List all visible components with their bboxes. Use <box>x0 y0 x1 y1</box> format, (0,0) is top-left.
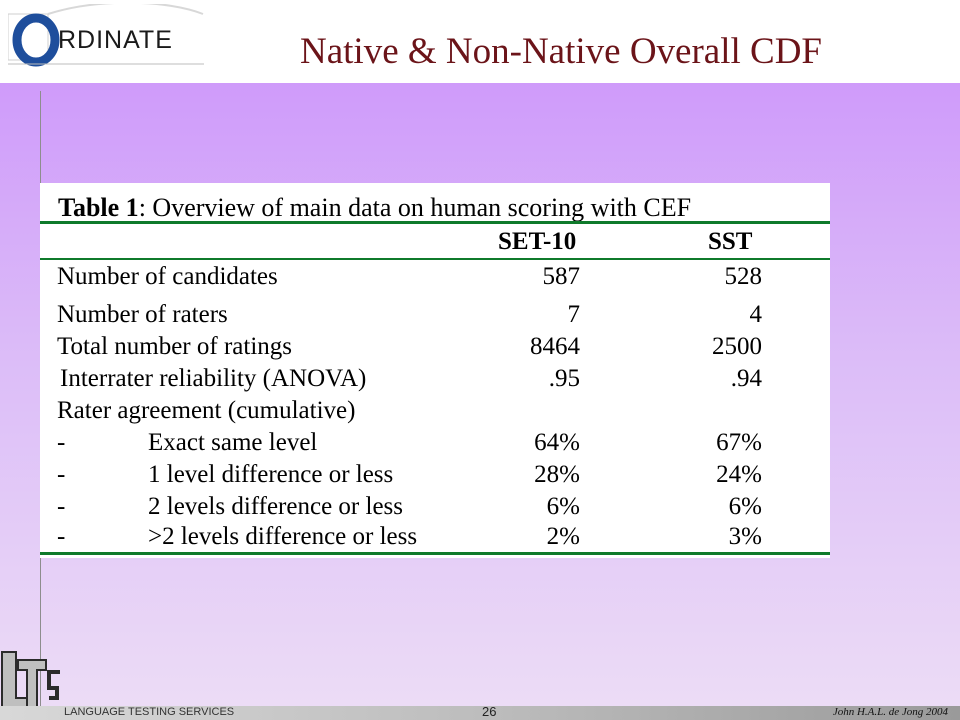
row-label: Number of candidates <box>57 263 278 290</box>
table-row: - Exact same level 64% 67% <box>40 429 830 461</box>
row-value-sst: 2500 <box>712 333 762 360</box>
row-label: Rater agreement (cumulative) <box>57 397 356 424</box>
row-dash: - <box>57 493 66 520</box>
row-label: >2 levels difference or less <box>148 523 418 550</box>
table-caption: Table 1: Overview of main data on human … <box>58 193 691 223</box>
lts-logo <box>0 650 64 712</box>
table-row: - >2 levels difference or less 2% 3% <box>40 523 830 555</box>
row-value-set10: 6% <box>546 493 580 520</box>
table-row: Interrater reliability (ANOVA) .95 .94 <box>40 365 830 397</box>
row-value-set10: .95 <box>548 365 580 392</box>
row-value-set10: 64% <box>534 429 580 456</box>
table-row: Number of candidates 587 528 <box>40 263 830 295</box>
column-header-sst: SST <box>708 228 753 255</box>
page-number: 26 <box>482 704 497 719</box>
logo-text: RDINATE <box>58 26 173 54</box>
row-dash: - <box>57 523 66 550</box>
row-value-set10: 7 <box>567 301 581 328</box>
row-label: 1 level difference or less <box>148 461 394 488</box>
row-label: Exact same level <box>148 429 318 456</box>
table-row: - 1 level difference or less 28% 24% <box>40 461 830 493</box>
row-label: 2 levels difference or less <box>148 493 403 520</box>
row-value-sst: 4 <box>749 301 763 328</box>
row-value-sst: 528 <box>724 263 763 290</box>
row-value-set10: 8464 <box>530 333 580 360</box>
row-label: Total number of ratings <box>57 333 292 360</box>
table-caption-rest: : Overview of main data on human scoring… <box>138 193 692 222</box>
table-row: Rater agreement (cumulative) <box>40 397 830 429</box>
row-value-set10: 587 <box>542 263 581 290</box>
table-caption-bold: Table 1 <box>58 193 139 222</box>
row-value-sst: 6% <box>728 493 762 520</box>
page-title: Native & Non-Native Overall CDF <box>300 31 822 72</box>
data-table: Table 1: Overview of main data on human … <box>40 183 830 558</box>
row-value-set10: 2% <box>546 523 580 550</box>
column-header-set10: SET-10 <box>498 228 577 255</box>
row-dash: - <box>57 461 66 488</box>
table-row: - 2 levels difference or less 6% 6% <box>40 493 830 525</box>
lts-logo-icon <box>1 651 60 709</box>
row-value-sst: 67% <box>716 429 762 456</box>
row-value-set10: 28% <box>534 461 580 488</box>
table-header-rule <box>40 258 830 260</box>
row-dash: - <box>57 429 66 456</box>
table-row: Total number of ratings 8464 2500 <box>40 333 830 365</box>
footer-author: John H.A.L. de Jong 2004 <box>832 706 948 718</box>
table-top-rule <box>40 221 830 224</box>
ordinate-logo: RDINATE <box>7 1 208 68</box>
row-value-sst: .94 <box>730 365 762 392</box>
row-label: Interrater reliability (ANOVA) <box>60 365 367 392</box>
slide-header: RDINATE Native & Non-Native Overall CDF <box>0 0 960 83</box>
row-value-sst: 3% <box>728 523 762 550</box>
table-row: Number of raters 7 4 <box>40 301 830 333</box>
row-label: Number of raters <box>57 301 228 328</box>
table-bottom-rule <box>40 552 830 555</box>
slide-footer: LANGUAGE TESTING SERVICES 26 John H.A.L.… <box>0 704 960 720</box>
row-value-sst: 24% <box>716 461 762 488</box>
footer-org-name: LANGUAGE TESTING SERVICES <box>64 706 235 718</box>
